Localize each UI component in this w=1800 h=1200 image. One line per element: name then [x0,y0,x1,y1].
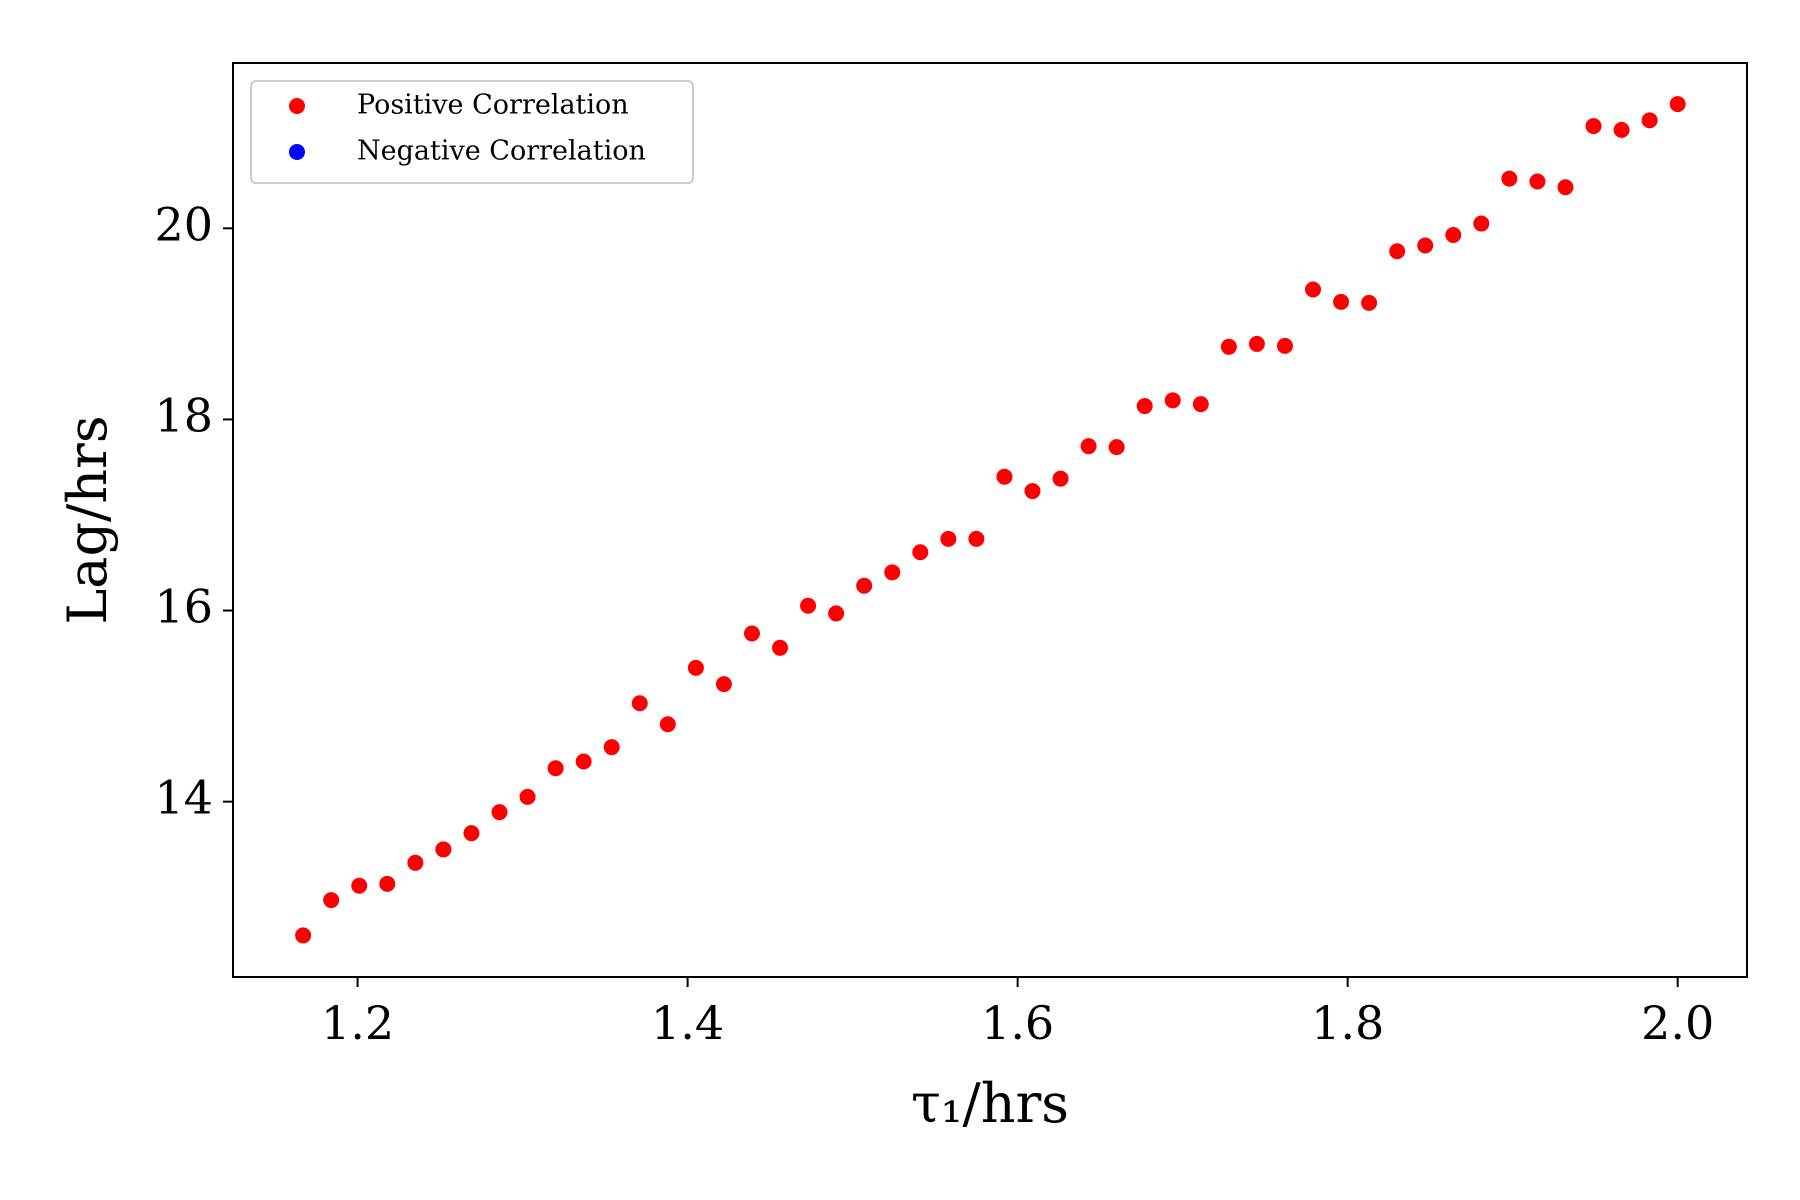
y-tick-label: 16 [154,580,213,634]
legend-marker [289,144,305,160]
scatter-point [1361,294,1378,311]
scatter-point [912,544,929,561]
scatter-point [295,927,312,944]
scatter-point [1164,392,1181,409]
scatter-point [575,753,592,770]
scatter-point [659,716,676,733]
x-axis-label: τ₁/hrs [911,1072,1069,1135]
scatter-point [743,625,760,642]
scatter-point [407,854,424,871]
legend-frame [250,80,694,184]
x-tick-label: 2.0 [1641,996,1714,1050]
scatter-point [1220,338,1237,355]
scatter-point [800,597,817,614]
scatter-point [1305,281,1322,298]
y-axis-label: Lag/hrs [56,415,119,624]
scatter-point [856,577,873,594]
scatter-point [463,825,480,842]
scatter-point [772,639,789,656]
scatter-point [1389,243,1406,260]
scatter-point [687,659,704,676]
scatter-point [1080,438,1097,455]
scatter-point [1669,96,1686,113]
scatter-point [1108,439,1125,456]
scatter-point [968,530,985,547]
scatter-point [1333,293,1350,310]
scatter-point [1529,173,1546,190]
scatter-point [603,739,620,756]
scatter-point [1585,118,1602,135]
legend-label: Negative Correlation [357,136,646,167]
legend-label: Positive Correlation [357,90,629,121]
scatter-point [1136,398,1153,415]
scatter-point [1445,227,1462,244]
x-tick-label: 1.6 [981,996,1054,1050]
y-tick-label: 20 [154,197,213,251]
scatter-point [323,892,340,909]
y-tick-label: 14 [154,771,213,825]
scatter-point [1052,470,1069,487]
scatter-point [1501,170,1518,187]
plot-frame [232,62,1748,978]
scatter-point [1557,179,1574,196]
scatter-point [940,530,957,547]
scatter-point [519,788,536,805]
scatter-point [631,695,648,712]
scatter-point [1248,335,1265,352]
scatter-point [491,804,508,821]
scatter-point [435,841,452,858]
scatter-point [828,605,845,622]
scatter-point [1641,112,1658,129]
scatter-point [1192,396,1209,413]
legend-marker [289,98,305,114]
scatter-point [884,564,901,581]
x-tick-label: 1.8 [1311,996,1384,1050]
x-tick-label: 1.2 [321,996,394,1050]
scatter-point [379,875,396,892]
scatter-point [1417,237,1434,254]
scatter-point [996,468,1013,485]
scatter-point [1024,483,1041,500]
scatter-point [715,676,732,693]
y-tick-label: 18 [154,388,213,442]
scatter-point [351,877,368,894]
scatter-point [1613,121,1630,138]
x-tick-label: 1.4 [651,996,724,1050]
scatter-point [1276,337,1293,354]
scatter-point [547,760,564,777]
scatter-point [1473,215,1490,232]
